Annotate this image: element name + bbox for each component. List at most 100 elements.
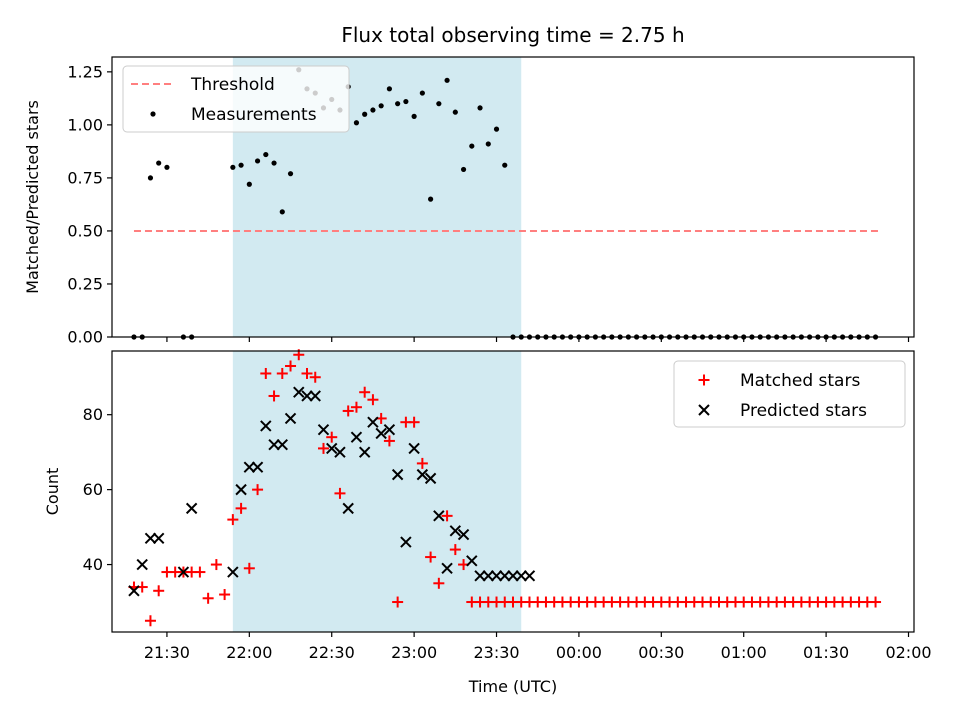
predicted-star-marker [408,442,420,455]
matched-star-marker [449,544,461,556]
top-y-ticks: 0.00 0.25 0.50 0.75 1.00 1.25 [67,62,112,347]
matched-star-marker [235,502,247,514]
measurement-point [353,120,360,126]
measurement-point [502,162,508,168]
measurement-point [477,105,483,111]
matched-star-marker [202,592,214,604]
predicted-star-marker [449,525,462,537]
predicted-star-marker [301,390,313,402]
measurement-point [403,98,409,105]
bottom-y-tick-label: 80 [83,405,103,424]
measurement-point [246,181,252,187]
matched-star-marker [210,559,222,571]
matched-star-marker [334,487,346,499]
predicted-star-marker [474,570,486,582]
measurement-point [395,101,401,107]
x-tick-label: 23:30 [473,643,519,662]
predicted-star-marker [309,390,321,402]
measurement-point [428,196,434,202]
predicted-star-marker [350,431,363,443]
bottom-panel: 40 60 80 21:30 22:00 22:30 23:00 23:30 00:00 00:… [43,349,932,696]
measurement-point [460,166,467,173]
measurement-point [230,164,236,170]
legend-measurement-swatch [150,111,156,117]
predicted-star-marker [144,532,157,545]
predicted-star-marker [334,446,346,458]
measurement-point [254,158,261,164]
predicted-star-marker [243,461,256,473]
predicted-star-marker [482,570,494,582]
predicted-star-marker [490,570,503,582]
matched-star-marker [392,596,404,608]
x-tick-label: 23:00 [391,643,437,662]
bottom-y-axis-label: Count [43,468,62,516]
legend-x-mark [698,404,710,416]
predicted-star-marker [358,446,371,458]
matched-star-marker [433,577,445,589]
predicted-star-marker [400,536,412,548]
predicted-star-marker [136,558,148,571]
x-tick-label: 00:30 [638,643,684,662]
x-tick-label: 22:00 [226,643,272,662]
matched-star-marker [350,401,362,413]
legend-threshold-label: Threshold [190,75,275,95]
bottom-y-ticks: 40 60 80 [83,405,112,574]
bottom-axes-frame [111,350,915,633]
top-panel: 0.00 0.25 0.50 0.75 1.00 1.25 Matched/Predict… [23,56,915,347]
x-tick-label: 01:30 [803,643,849,662]
matched-star-marker [317,442,329,454]
top-y-tick-label: 0.25 [67,274,103,293]
measurement-point [238,162,244,168]
measurement-point [493,126,500,132]
matched-star-markers [128,349,882,627]
top-legend: Threshold Measurements [122,65,350,133]
predicted-star-marker [457,528,470,541]
measurement-point [378,103,384,109]
measurement-point [279,209,285,215]
predicted-star-marker [466,555,478,567]
top-y-axis-label: Matched/Predicted stars [23,100,42,294]
legend-matched-swatch [698,374,710,386]
matched-star-marker [342,405,354,417]
top-y-tick-label: 0.00 [67,328,103,347]
legend-predicted-label: Predicted stars [740,401,867,421]
predicted-star-marker [441,562,453,575]
predicted-star-marker [326,442,338,455]
predicted-star-marker [177,566,190,578]
x-tick-label: 00:00 [556,643,602,662]
measurement-point [436,101,442,107]
measurement-point [370,107,376,113]
predicted-star-marker [523,570,536,582]
matched-star-marker [416,457,428,469]
matched-star-marker [260,367,272,379]
predicted-star-marker [268,438,280,451]
measurement-point [287,171,294,177]
predicted-star-marker [152,532,165,545]
matched-star-marker [219,589,231,601]
matched-star-marker [359,386,371,398]
predicted-star-marker [227,566,239,578]
predicted-star-marker [383,423,396,436]
top-axes-frame [111,56,915,338]
legend-predicted-swatch [698,404,710,416]
predicted-star-marker [391,468,404,481]
top-y-tick-label: 1.25 [67,62,103,81]
predicted-star-marker [235,483,247,496]
matched-star-marker [309,371,321,383]
measurement-point [164,164,170,170]
x-tick-label: 02:00 [885,643,931,662]
bottom-x-ticks: 21:30 22:00 22:30 23:00 23:30 00:00 00:30 01:00… [144,632,932,662]
top-x-ticks [166,337,910,342]
bottom-legend: Matched stars Predicted stars [673,360,906,428]
predicted-star-marker [433,510,445,522]
predicted-star-marker [416,468,429,481]
legend-plus-mark [698,374,710,386]
matched-star-marker [268,390,280,402]
matched-star-marker [441,510,453,522]
bottom-shaded-span [232,351,522,632]
predicted-star-marker [251,461,264,473]
predicted-star-marker [293,386,305,398]
matched-star-marker [326,431,338,443]
matched-star-marker [144,615,156,627]
predicted-star-marker [507,570,519,582]
